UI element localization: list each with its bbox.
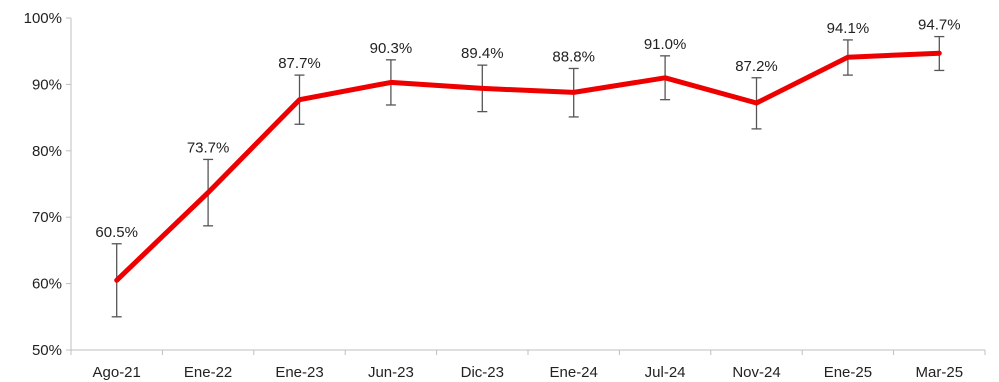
y-tick-label: 90% xyxy=(32,76,62,93)
y-tick-label: 100% xyxy=(24,10,62,27)
x-tick-label: Ene-23 xyxy=(275,364,323,381)
error-bars xyxy=(111,35,945,318)
x-tick-label: Jul-24 xyxy=(645,364,686,381)
data-label: 73.7% xyxy=(187,139,230,156)
data-label: 90.3% xyxy=(370,40,413,57)
x-tick-label: Dic-23 xyxy=(461,364,504,381)
y-tick-label: 80% xyxy=(32,143,62,160)
x-tick-label: Ene-22 xyxy=(184,364,232,381)
y-axis: 50% 60% 70% 80% 90% 100% xyxy=(24,10,72,359)
y-tick-label: 50% xyxy=(32,342,62,359)
y-tick-label: 60% xyxy=(32,276,62,293)
data-label: 60.5% xyxy=(95,224,138,241)
x-tick-label: Ago-21 xyxy=(93,364,141,381)
x-axis: Ago-21 Ene-22 Ene-23 Jun-23 Dic-23 Ene-24 Jul-… xyxy=(70,349,986,381)
data-label: 91.0% xyxy=(644,36,687,53)
data-label: 94.1% xyxy=(827,20,870,37)
data-label: 89.4% xyxy=(461,45,504,62)
data-label: 87.2% xyxy=(735,58,778,75)
x-tick-label: Mar-25 xyxy=(916,364,964,381)
series-line-group xyxy=(114,50,942,283)
series-line xyxy=(114,50,942,283)
data-label: 87.7% xyxy=(278,55,321,72)
data-label: 94.7% xyxy=(918,17,961,34)
x-tick-label: Ene-25 xyxy=(824,364,872,381)
data-labels: 60.5% 73.7% 87.7% 90.3% 89.4% 88.8% 91.0% 87.2%… xyxy=(95,17,960,241)
x-tick-label: Ene-24 xyxy=(550,364,598,381)
y-tick-label: 70% xyxy=(32,209,62,226)
x-tick-label: Nov-24 xyxy=(732,364,780,381)
data-label: 88.8% xyxy=(552,48,595,65)
x-tick-label: Jun-23 xyxy=(368,364,414,381)
